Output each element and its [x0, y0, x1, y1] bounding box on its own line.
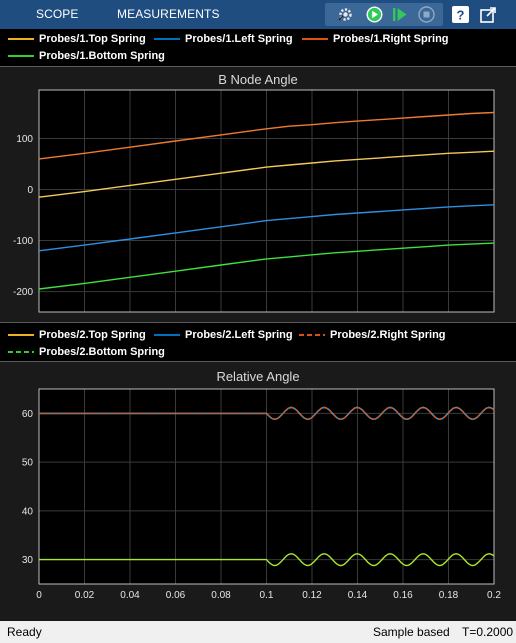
x-tick-label: 0.18: [439, 590, 459, 601]
legend-top: Probes/1.Top Spring Probes/1.Left Spring…: [0, 29, 516, 66]
x-tick-label: 0.16: [393, 590, 413, 601]
simulation-controls: [325, 3, 443, 26]
series-line: [38, 111, 495, 160]
undock-icon[interactable]: [479, 5, 498, 29]
legend-entry[interactable]: Probes/1.Left Spring: [154, 31, 293, 46]
status-mode: Sample based: [373, 625, 450, 639]
axes-b-node-angle[interactable]: 100 0 -100 -200: [0, 67, 516, 322]
y-tick-label: 50: [22, 458, 34, 469]
legend-label: Probes/2.Bottom Spring: [39, 345, 165, 358]
help-icon[interactable]: ?: [451, 5, 470, 29]
svg-text:?: ?: [457, 8, 465, 23]
divider: [0, 361, 516, 362]
step-forward-icon[interactable]: [391, 6, 409, 28]
y-tick-label: 100: [16, 134, 33, 145]
series-line: [39, 406, 495, 420]
y-tick-label: -200: [13, 287, 33, 298]
legend-label: Probes/1.Top Spring: [39, 32, 146, 45]
legend-label: Probes/2.Top Spring: [39, 328, 146, 341]
axes-box: [38, 89, 495, 313]
x-tick-label: 0: [36, 590, 42, 601]
status-time: T=0.2000: [462, 625, 514, 639]
legend-label: Probes/1.Left Spring: [185, 32, 293, 45]
legend-label: Probes/1.Right Spring: [333, 32, 449, 45]
series-line: [38, 204, 495, 252]
tab-measurements[interactable]: MEASUREMENTS: [117, 7, 220, 21]
legend-entry[interactable]: Probes/2.Right Spring: [299, 327, 446, 342]
legend-entry[interactable]: Probes/1.Top Spring: [8, 31, 146, 46]
toolstrip: SCOPE MEASUREMENTS: [0, 0, 516, 29]
legend-entry[interactable]: Probes/2.Left Spring: [154, 327, 293, 342]
legend-label: Probes/2.Right Spring: [330, 328, 446, 341]
run-icon[interactable]: [365, 5, 384, 29]
axes-box: [38, 388, 495, 585]
x-tick-label: 0.08: [211, 590, 231, 601]
x-tick-label: 0.2: [487, 590, 501, 601]
legend-label: Probes/1.Bottom Spring: [39, 49, 165, 62]
y-tick-label: 40: [22, 506, 34, 517]
x-tick-label: 0.06: [166, 590, 186, 601]
stop-icon[interactable]: [418, 6, 435, 28]
series-line: [39, 553, 495, 567]
legend-entry[interactable]: Probes/1.Bottom Spring: [8, 48, 165, 63]
y-tick-label: -100: [13, 236, 33, 247]
y-tick-label: 30: [22, 555, 34, 566]
series-line: [38, 242, 495, 290]
status-text: Ready: [7, 625, 42, 639]
legend-entry[interactable]: Probes/2.Bottom Spring: [8, 344, 165, 359]
legend-entry[interactable]: Probes/1.Right Spring: [302, 31, 449, 46]
x-tick-label: 0.1: [260, 590, 274, 601]
status-bar: Ready Sample based T=0.2000: [0, 621, 516, 643]
settings-gear-icon[interactable]: [337, 6, 354, 28]
divider: [0, 66, 516, 67]
legend-entry[interactable]: Probes/2.Top Spring: [8, 327, 146, 342]
divider: [0, 322, 516, 323]
plot-title: B Node Angle: [218, 72, 298, 87]
legend-bottom: Probes/2.Top Spring Probes/2.Left Spring…: [0, 323, 516, 361]
x-tick-label: 0.14: [348, 590, 368, 601]
x-tick-label: 0.12: [302, 590, 322, 601]
legend-label: Probes/2.Left Spring: [185, 328, 293, 341]
y-tick-label: 0: [27, 185, 33, 196]
y-tick-label: 60: [22, 409, 34, 420]
x-tick-label: 0.02: [75, 590, 95, 601]
axes-relative-angle[interactable]: 60 50 40 30 0 0.02 0.04 0.06 0.08 0.1 0.12 0.14 0.16…: [0, 362, 516, 621]
series-line: [38, 150, 495, 198]
tab-scope[interactable]: SCOPE: [36, 7, 79, 21]
x-tick-label: 0.04: [120, 590, 140, 601]
plot-title: Relative Angle: [216, 369, 300, 384]
